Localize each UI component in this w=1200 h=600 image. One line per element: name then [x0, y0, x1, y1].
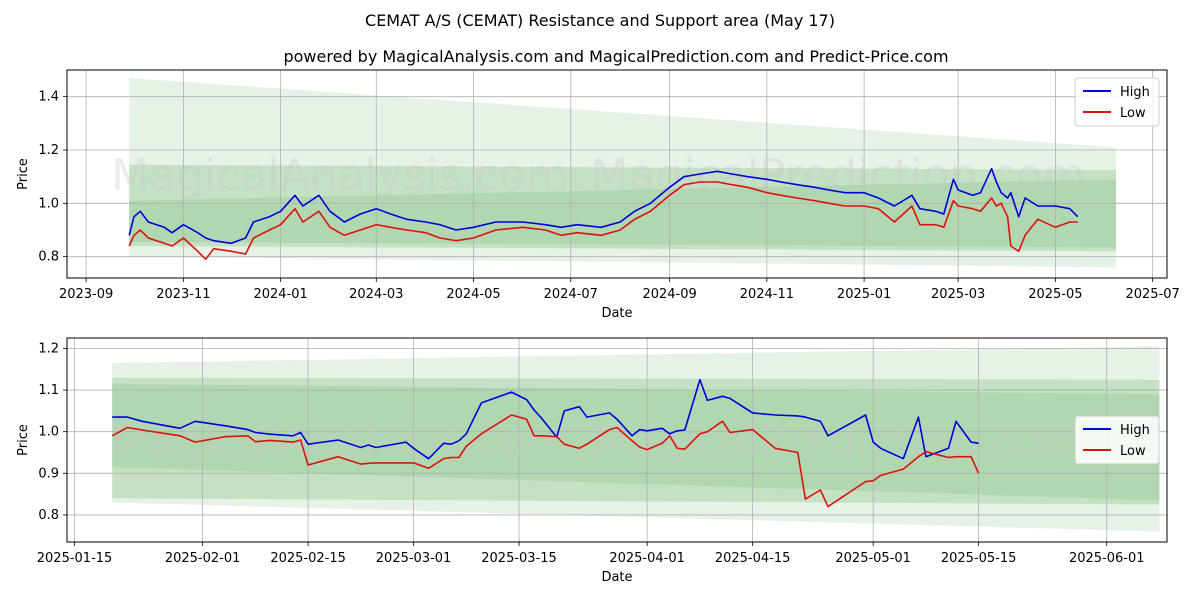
legend-label-high: High — [1120, 423, 1150, 438]
series-high-line — [112, 378, 979, 460]
y-tick-label: 1.2 — [38, 143, 59, 158]
y-tick-label: 0.9 — [38, 466, 59, 481]
x-tick-label: 2025-03-01 — [376, 551, 452, 566]
x-axis-label: Date — [601, 306, 632, 321]
x-tick-label: 2025-05-01 — [835, 551, 911, 566]
y-tick-label: 1.0 — [38, 425, 59, 440]
bottom-plot: 0.8 0.9 1.0 1.1 1.2 2025-01-15 2025-02-01 2025-… — [16, 337, 1168, 585]
x-tick-label: 2024-03 — [349, 287, 403, 302]
x-tick-label: 2023-11 — [156, 287, 210, 302]
plot-frame — [66, 69, 1168, 279]
y-tick-label: 1.0 — [38, 196, 59, 211]
chart-subtitle: powered by MagicalAnalysis.com and Magic… — [283, 47, 948, 66]
x-tick-label: 2025-07 — [1125, 287, 1179, 302]
top-plot: 0.8 1.0 1.2 1.4 2023-09 2023-11 2024-01 2024-03… — [16, 69, 1180, 321]
chart-title: CEMAT A/S (CEMAT) Resistance and Support… — [365, 11, 835, 30]
y-tick-label: 0.8 — [38, 250, 59, 265]
x-tick-label: 2024-09 — [642, 287, 696, 302]
plot-frame — [66, 337, 1168, 543]
x-tick-label: 2025-04-01 — [609, 551, 685, 566]
x-tick-label: 2025-03 — [931, 287, 985, 302]
x-tick-label: 2025-02-15 — [270, 551, 346, 566]
series-low-line — [128, 181, 1078, 261]
y-axis-label: Price — [16, 158, 31, 190]
x-tick-label: 2025-03-15 — [481, 551, 557, 566]
legend-label-low: Low — [1120, 444, 1146, 459]
x-axis-label: Date — [601, 570, 632, 585]
legend-label-low: Low — [1120, 106, 1146, 121]
x-tick-label: 2025-05-15 — [941, 551, 1017, 566]
y-tick-label: 1.4 — [38, 90, 59, 105]
x-tick-label: 2025-04-15 — [715, 551, 791, 566]
x-tick-label: 2025-01-15 — [37, 551, 113, 566]
y-tick-label: 1.2 — [38, 341, 59, 356]
x-tick-label: 2024-01 — [253, 287, 307, 302]
series-low-line — [111, 414, 980, 508]
x-tick-label: 2024-11 — [740, 287, 794, 302]
watermark-left: MagicalAnalysis.com — [111, 150, 569, 201]
x-tick-label: 2024-07 — [544, 287, 598, 302]
watermark-left: MagicalAnalysis.com — [111, 416, 569, 467]
y-axis-label: Price — [16, 424, 31, 456]
x-tick-label: 2025-01 — [837, 287, 891, 302]
x-tick-label: 2024-05 — [446, 287, 500, 302]
legend-label-high: High — [1120, 85, 1150, 100]
x-tick-label: 2025-05 — [1028, 287, 1082, 302]
x-tick-label: 2023-09 — [59, 287, 113, 302]
x-tick-label: 2025-02-01 — [165, 551, 241, 566]
x-tick-label: 2025-06-01 — [1069, 551, 1145, 566]
y-tick-label: 1.1 — [38, 383, 59, 398]
series-high-line — [128, 167, 1079, 245]
y-tick-label: 0.8 — [38, 508, 59, 523]
